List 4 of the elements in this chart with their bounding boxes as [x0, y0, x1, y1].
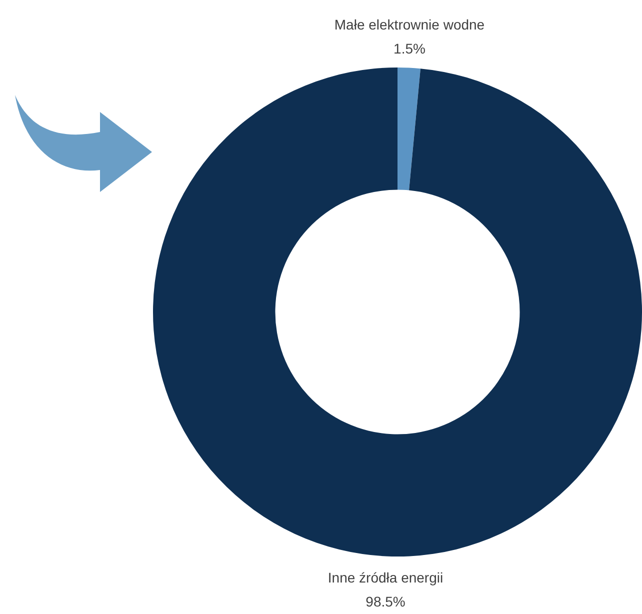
slice-label: Inne źródła energii	[328, 570, 444, 586]
slice-label: Małe elektrownie wodne	[334, 16, 485, 32]
data-label: 1.5%	[394, 40, 426, 56]
data-label: 98.5%	[366, 594, 406, 610]
